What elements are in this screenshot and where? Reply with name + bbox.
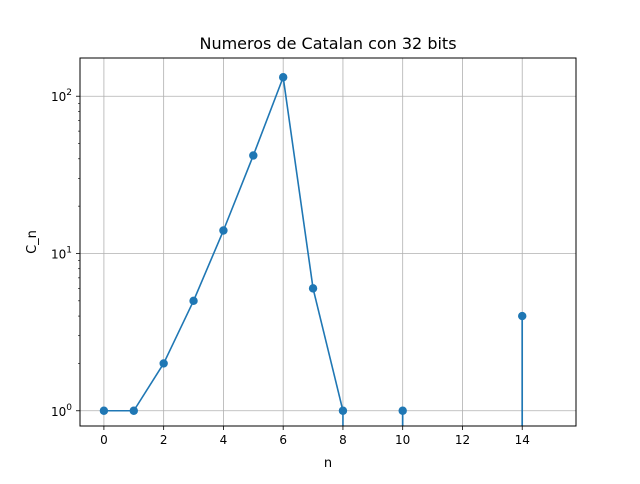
data-point bbox=[398, 406, 407, 415]
x-tick-label: 2 bbox=[160, 433, 168, 447]
y-tick-label: 102 bbox=[51, 88, 72, 104]
x-tick-label: 14 bbox=[515, 433, 530, 447]
x-tick-label: 12 bbox=[455, 433, 470, 447]
data-point bbox=[99, 406, 109, 415]
series-line-segment bbox=[133, 362, 165, 412]
data-point bbox=[189, 296, 198, 306]
series-line-segment bbox=[222, 155, 255, 231]
data-point bbox=[249, 151, 258, 160]
series-line-segment bbox=[312, 288, 344, 411]
axes-frame bbox=[79, 57, 577, 427]
x-tick-label: 8 bbox=[339, 433, 347, 447]
series bbox=[99, 73, 527, 426]
x-tick-label: 0 bbox=[100, 433, 108, 447]
data-point bbox=[219, 226, 228, 235]
series-line-segment bbox=[252, 76, 284, 156]
data-point bbox=[278, 73, 288, 82]
x-tick-label: 4 bbox=[220, 433, 228, 447]
ticks: 0 2 4 6 8 10 12 14 100 101 102 bbox=[51, 88, 530, 447]
y-tick-label: 100 bbox=[51, 403, 72, 419]
grid bbox=[80, 58, 576, 426]
data-point bbox=[129, 406, 138, 415]
x-tick-label: 6 bbox=[279, 433, 287, 447]
data-point bbox=[338, 406, 348, 415]
series-line-segment bbox=[282, 77, 314, 289]
data-point bbox=[518, 311, 527, 321]
y-axis-label: C_n bbox=[25, 230, 40, 254]
x-tick-label: 10 bbox=[395, 433, 410, 447]
data-point bbox=[308, 284, 318, 293]
data-point bbox=[159, 359, 168, 368]
x-axis-label: n bbox=[324, 456, 332, 471]
chart-title: Numeros de Catalan con 32 bits bbox=[199, 34, 456, 53]
series-line-segment bbox=[162, 300, 195, 364]
series-line-segment bbox=[192, 230, 225, 302]
y-tick-label: 101 bbox=[51, 245, 72, 261]
